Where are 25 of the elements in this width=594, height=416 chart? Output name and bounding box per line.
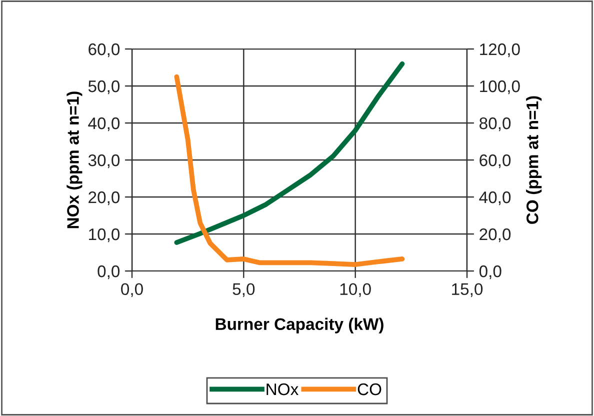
x-tick-label: 15,0 bbox=[452, 283, 483, 298]
y2-tick-label: 0,0 bbox=[479, 265, 502, 280]
y2-tick-label: 60,0 bbox=[480, 154, 511, 168]
y-axis-title: NOx (ppm at n=1) bbox=[66, 92, 82, 228]
y-tick-label: 60,0 bbox=[88, 43, 120, 58]
y2-axis-title: CO (ppm at n=1) bbox=[526, 96, 542, 224]
y2-tick-label: 100,0 bbox=[480, 80, 520, 94]
x-tick-label: 0,0 bbox=[121, 283, 143, 298]
y-tick-label: 30,0 bbox=[88, 154, 120, 168]
line-series bbox=[174, 74, 405, 267]
y-tick-label: 0,0 bbox=[98, 265, 120, 280]
legend-label: NOx bbox=[266, 383, 298, 396]
y-tick-label: 50,0 bbox=[88, 80, 120, 94]
y2-tick-label: 80,0 bbox=[480, 117, 511, 132]
y2-tick-label: 40,0 bbox=[479, 191, 511, 206]
x-tick-label: 5,0 bbox=[232, 283, 255, 298]
y-tick-label: 20,0 bbox=[88, 191, 120, 206]
x-tick-label: 10,0 bbox=[340, 283, 371, 298]
y-tick-label: 40,0 bbox=[88, 117, 120, 132]
y2-tick-label: 120,0 bbox=[480, 43, 520, 58]
y2-tick-label: 20,0 bbox=[480, 228, 511, 242]
line-series bbox=[174, 61, 405, 245]
y-tick-label: 10,0 bbox=[89, 228, 120, 242]
legend-label: CO bbox=[358, 383, 382, 396]
x-axis-title: Burner Capacity (kW) bbox=[216, 318, 384, 334]
